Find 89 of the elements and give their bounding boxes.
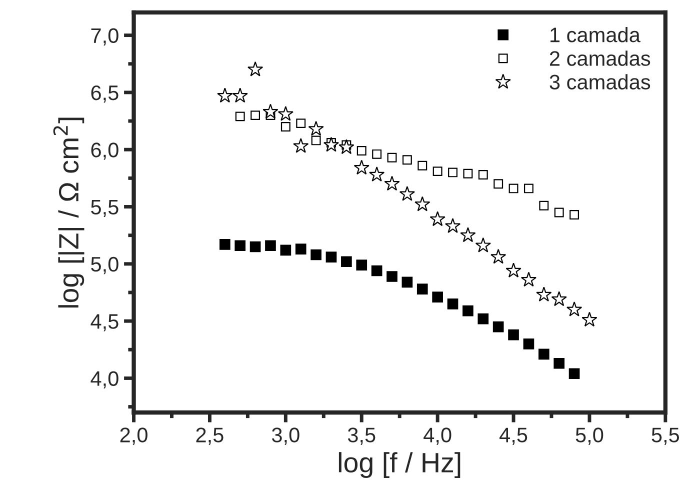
point — [293, 138, 309, 153]
point — [444, 218, 461, 233]
x-tick-label: 5,5 — [652, 428, 680, 445]
point — [308, 120, 324, 136]
point — [568, 368, 580, 380]
point — [460, 227, 476, 242]
point — [371, 265, 382, 276]
y-tick-label: 5,5 — [91, 200, 118, 217]
point — [247, 61, 264, 76]
point — [494, 179, 504, 189]
point — [551, 291, 567, 306]
point — [250, 110, 260, 120]
point — [492, 321, 504, 332]
point — [280, 244, 292, 256]
x-tick-label: 4,5 — [500, 428, 528, 445]
x-tick-label: 2,5 — [196, 428, 224, 445]
point — [432, 166, 442, 176]
point — [387, 152, 397, 162]
point — [475, 237, 491, 252]
point — [554, 358, 565, 369]
point — [368, 166, 385, 182]
point — [265, 240, 276, 252]
point — [463, 168, 473, 178]
point — [296, 118, 306, 128]
point — [311, 136, 321, 146]
y-tick-label: 4,0 — [90, 371, 118, 388]
point — [399, 186, 416, 201]
y-tick-label: 4,5 — [90, 314, 118, 332]
legend-label: 1 camada — [550, 27, 640, 42]
point — [372, 149, 382, 159]
x-tick-label: 3,0 — [272, 428, 300, 445]
point — [356, 146, 366, 156]
point — [250, 241, 261, 252]
point — [341, 256, 352, 268]
point — [506, 262, 522, 278]
point — [430, 211, 446, 226]
legend-label: 2 camadas — [550, 50, 650, 66]
legend-label: 3 camadas — [550, 74, 650, 90]
y-tick-label: 6,5 — [91, 85, 118, 103]
point — [402, 276, 413, 288]
point — [235, 112, 245, 122]
point — [478, 313, 489, 324]
y-tick-label: 5,0 — [91, 256, 118, 274]
x-axis-title: log [f / Hz] — [338, 452, 460, 478]
point — [416, 284, 428, 294]
point — [356, 260, 368, 270]
point — [418, 160, 428, 170]
point — [295, 244, 306, 254]
point — [280, 122, 290, 132]
point — [402, 155, 412, 165]
point — [582, 312, 598, 327]
point — [386, 271, 398, 282]
point — [432, 292, 443, 302]
point — [539, 200, 549, 210]
point — [523, 338, 534, 350]
point — [234, 240, 246, 252]
point — [524, 184, 534, 194]
point — [566, 301, 582, 316]
point — [538, 348, 550, 360]
y-axis-title: log [|Z| / Ω cm$^{2}$] — [53, 118, 84, 308]
point — [478, 170, 488, 180]
point — [536, 286, 552, 302]
point — [570, 210, 579, 220]
x-tick-label: 3,5 — [348, 428, 376, 445]
point — [508, 184, 518, 194]
point — [219, 239, 230, 250]
point — [262, 104, 278, 119]
point — [520, 272, 537, 287]
point — [447, 298, 458, 310]
point — [326, 252, 337, 262]
point — [462, 305, 474, 316]
point — [448, 168, 458, 178]
y-tick-label: 7,0 — [91, 28, 118, 46]
point — [508, 329, 519, 340]
point — [414, 196, 430, 212]
point — [232, 88, 248, 103]
point — [554, 208, 564, 218]
point — [310, 249, 322, 260]
x-tick-label: 2,0 — [120, 428, 148, 445]
point — [354, 160, 370, 175]
point — [384, 176, 400, 191]
x-tick-label: 5,0 — [576, 428, 604, 445]
point — [490, 248, 506, 264]
point — [217, 88, 233, 103]
point — [323, 136, 340, 152]
x-tick-label: 4,0 — [424, 428, 452, 445]
y-tick-label: 6,0 — [91, 142, 118, 160]
point — [338, 139, 354, 154]
point — [278, 106, 294, 121]
